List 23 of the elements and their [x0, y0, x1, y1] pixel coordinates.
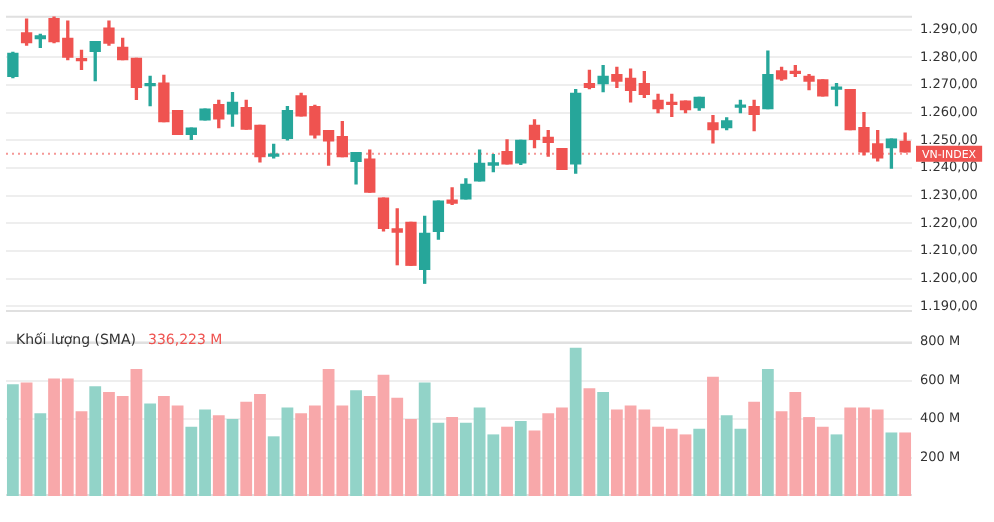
- bar: [89, 386, 102, 496]
- bar: [212, 415, 225, 496]
- candlestick: [446, 187, 458, 205]
- candlestick: [144, 75, 156, 107]
- bar: [144, 403, 157, 496]
- bar: [350, 390, 362, 496]
- bar: [748, 401, 761, 496]
- bar: [514, 420, 527, 496]
- bar: [20, 382, 33, 496]
- bar: [583, 388, 596, 496]
- bar: [707, 376, 719, 496]
- bar: [885, 432, 898, 496]
- bar: [501, 426, 513, 496]
- bar: [6, 384, 19, 496]
- bar: [446, 417, 459, 496]
- bar: [34, 413, 47, 496]
- bar: [761, 368, 774, 496]
- bar: [693, 428, 706, 496]
- bar: [226, 419, 239, 496]
- bar: [899, 432, 912, 496]
- bar: [830, 434, 843, 496]
- bar: [569, 347, 582, 496]
- bar: [597, 392, 610, 496]
